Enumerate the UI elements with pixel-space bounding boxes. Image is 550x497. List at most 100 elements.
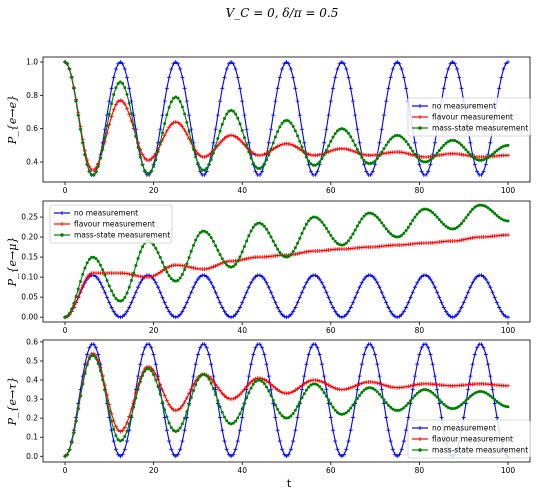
data-point — [145, 367, 149, 371]
data-point — [322, 285, 327, 290]
data-point — [251, 378, 256, 383]
data-point — [200, 229, 204, 233]
data-point — [118, 60, 123, 64]
data-point — [169, 405, 174, 410]
data-point — [412, 382, 417, 387]
data-point — [127, 86, 132, 91]
data-point — [257, 172, 262, 177]
data-point — [466, 387, 471, 392]
data-point — [260, 152, 265, 157]
data-point — [222, 309, 227, 314]
data-point — [287, 119, 291, 123]
data-point — [242, 401, 246, 405]
data-point — [113, 67, 118, 72]
data-point — [156, 271, 161, 276]
data-point — [291, 250, 295, 254]
data-point — [260, 222, 264, 226]
data-point — [306, 152, 311, 157]
data-point — [231, 314, 236, 319]
data-point — [472, 277, 477, 282]
data-point — [175, 407, 180, 412]
data-point — [245, 239, 249, 243]
data-point — [295, 300, 300, 305]
data-point — [424, 342, 429, 347]
data-point — [154, 378, 158, 382]
data-point — [171, 120, 176, 125]
data-point — [209, 381, 213, 385]
data-point — [404, 428, 409, 433]
data-point — [298, 236, 302, 240]
data-point — [468, 210, 472, 214]
data-point — [246, 140, 251, 145]
data-point — [402, 406, 406, 410]
data-point — [380, 150, 384, 154]
legend-marker — [418, 104, 422, 108]
data-point — [127, 272, 132, 277]
data-point — [382, 224, 386, 228]
data-point — [410, 387, 415, 392]
data-point — [203, 229, 207, 233]
legend-marker — [60, 233, 64, 237]
data-point — [417, 210, 421, 214]
data-point — [466, 213, 470, 217]
data-point — [386, 229, 390, 233]
data-point — [194, 238, 198, 242]
data-point — [342, 61, 347, 66]
data-point — [337, 452, 342, 457]
data-point — [118, 98, 123, 103]
data-point — [218, 415, 223, 420]
y-tick-label: 0.6 — [26, 124, 38, 133]
data-point — [164, 428, 169, 433]
data-point — [153, 280, 158, 285]
panel-emu: 0.00 0.05 0.10 0.15 0.20 0.25 0 20 40 60 80 100 P_{e… — [6, 200, 531, 335]
data-point — [163, 121, 167, 125]
data-point — [277, 309, 282, 314]
data-point — [326, 383, 331, 388]
data-point — [266, 140, 271, 145]
data-point — [483, 352, 488, 357]
data-point — [67, 67, 71, 71]
data-point — [296, 134, 300, 138]
data-point — [127, 305, 132, 310]
data-point — [399, 67, 404, 72]
y-tick-label: 0.20 — [21, 233, 38, 242]
data-point — [178, 276, 182, 280]
legend-marker — [418, 426, 422, 430]
data-point — [287, 416, 291, 420]
data-point — [296, 241, 300, 245]
data-point — [463, 295, 468, 300]
data-point — [395, 315, 400, 320]
data-point — [167, 309, 172, 314]
data-point — [353, 295, 358, 300]
data-point — [481, 274, 486, 279]
data-point — [240, 140, 245, 145]
data-point — [349, 135, 353, 139]
data-point — [147, 342, 152, 347]
data-point — [257, 342, 262, 347]
data-point — [391, 135, 395, 139]
data-point — [111, 107, 116, 112]
data-point — [302, 381, 307, 386]
data-point — [348, 305, 353, 310]
data-point — [328, 415, 333, 420]
data-point — [497, 215, 501, 219]
data-point — [233, 312, 238, 317]
data-point — [440, 400, 444, 404]
data-point — [501, 67, 506, 72]
data-point — [379, 387, 384, 392]
data-point — [118, 429, 123, 434]
data-point — [308, 274, 313, 279]
data-point — [316, 383, 320, 387]
data-point — [209, 265, 214, 270]
data-point — [304, 362, 309, 367]
data-point — [189, 249, 193, 253]
data-point — [262, 162, 266, 166]
data-point — [406, 225, 410, 229]
data-point — [158, 255, 162, 259]
data-point — [293, 252, 298, 257]
data-point — [246, 382, 251, 387]
data-point — [257, 273, 262, 278]
data-point — [127, 422, 131, 426]
data-point — [347, 409, 351, 413]
data-point — [390, 447, 395, 452]
